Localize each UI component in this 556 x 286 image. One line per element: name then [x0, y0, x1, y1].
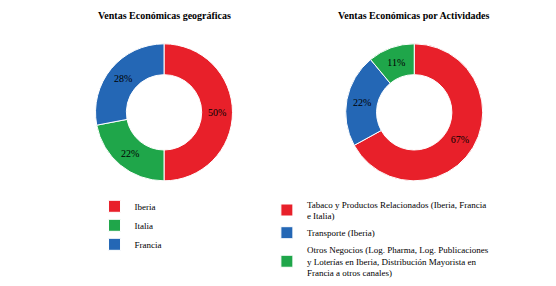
svg-text:50%: 50%	[208, 107, 226, 118]
svg-text:Ventas Económicas geográficas: Ventas Económicas geográficas	[98, 10, 231, 21]
svg-text:Francia: Francia	[135, 240, 162, 250]
svg-text:Iberia: Iberia	[135, 202, 156, 212]
svg-text:Tabaco y Productos Relacionado: Tabaco y Productos Relacionados (Iberia,…	[307, 200, 486, 222]
svg-text:Ventas Económicas por Activida: Ventas Económicas por Actividades	[338, 10, 490, 21]
svg-text:22%: 22%	[121, 148, 139, 159]
svg-text:22%: 22%	[353, 97, 371, 108]
svg-text:Transporte (Iberia): Transporte (Iberia)	[307, 228, 375, 238]
svg-text:Otros Negocios (Log. Pharma, L: Otros Negocios (Log. Pharma, Log. Public…	[307, 245, 489, 278]
svg-text:67%: 67%	[451, 134, 469, 145]
svg-text:11%: 11%	[387, 57, 405, 68]
svg-text:Italia: Italia	[135, 221, 154, 231]
svg-text:28%: 28%	[114, 73, 132, 84]
